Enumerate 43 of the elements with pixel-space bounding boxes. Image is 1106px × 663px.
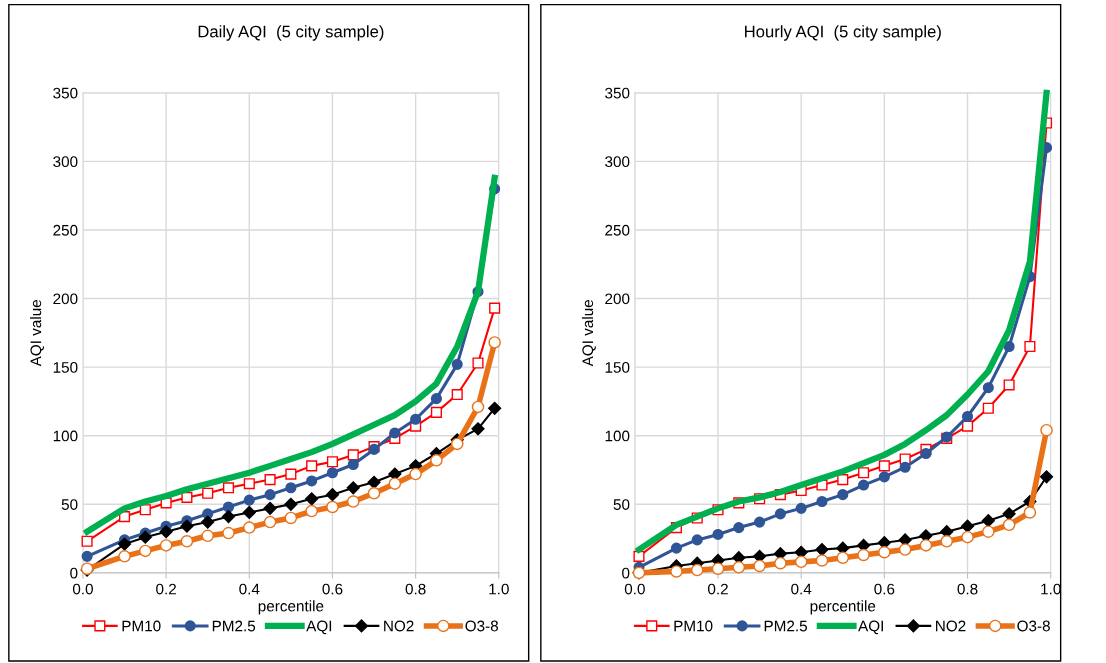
chart-title: Daily AQI (5 city sample) — [198, 25, 384, 41]
x-tick-label: 0.8 — [405, 583, 426, 595]
y-axis-title: AQI value — [581, 299, 596, 367]
legend-label: NO2 — [384, 620, 414, 632]
y-tick-label: 250 — [605, 224, 630, 236]
x-tick-label: 1.0 — [489, 583, 509, 595]
x-tick-label: 0.2 — [707, 583, 728, 595]
y-tick-label: 0 — [622, 567, 630, 579]
x-tick-label: 0.2 — [156, 583, 176, 595]
y-tick-label: 200 — [605, 293, 630, 305]
legend-label: AQI — [306, 620, 332, 635]
legend-label: PM2.5 — [212, 620, 256, 632]
legend-label: O3-8 — [465, 620, 499, 632]
y-tick-label: 50 — [61, 499, 78, 510]
y-tick-label: 150 — [53, 361, 78, 373]
x-tick-label: 0.8 — [957, 583, 978, 595]
legend-label: O3-8 — [1017, 620, 1050, 632]
legend-label: PM10 — [122, 620, 161, 632]
legend-label: PM2.5 — [764, 620, 807, 632]
x-tick-label: 0.4 — [791, 583, 812, 595]
x-tick-label: 0.0 — [624, 583, 645, 595]
y-axis-title: AQI value — [30, 299, 44, 367]
x-tick-label: 0.4 — [239, 583, 260, 595]
y-tick-label: 0 — [70, 567, 78, 579]
y-tick-label: 150 — [605, 361, 630, 373]
chart-title: Hourly AQI (5 city sample) — [745, 25, 941, 41]
x-axis-title: percentile — [810, 600, 876, 615]
legend-label: PM10 — [674, 620, 713, 632]
y-tick-label: 200 — [53, 293, 78, 305]
legend-label: NO2 — [936, 620, 966, 632]
y-tick-label: 50 — [613, 499, 630, 510]
y-tick-label: 300 — [605, 156, 630, 168]
x-tick-label: 0.0 — [72, 583, 93, 595]
legend-label: AQI — [858, 620, 883, 635]
y-tick-label: 350 — [53, 87, 78, 99]
y-tick-label: 100 — [605, 430, 630, 442]
y-tick-label: 350 — [605, 87, 630, 99]
y-tick-label: 250 — [53, 224, 78, 236]
x-axis-title: percentile — [258, 600, 324, 615]
y-tick-label: 100 — [53, 430, 78, 442]
x-tick-label: 0.6 — [874, 583, 895, 595]
x-tick-label: 0.6 — [322, 583, 343, 595]
y-tick-label: 300 — [53, 156, 78, 168]
